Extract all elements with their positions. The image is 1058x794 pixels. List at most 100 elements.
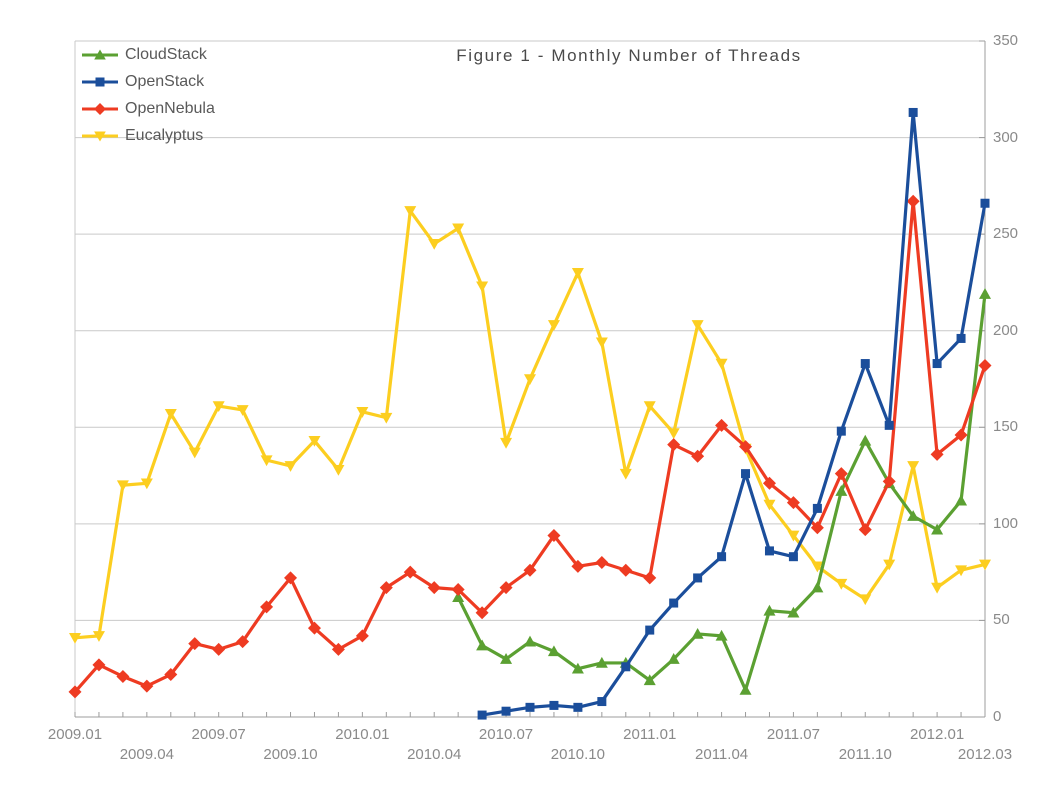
- marker-triangle-up: [452, 591, 465, 603]
- marker-diamond: [954, 428, 968, 442]
- legend-label: OpenStack: [125, 73, 205, 90]
- marker-diamond: [92, 658, 106, 672]
- marker-square: [669, 598, 679, 608]
- legend-label: CloudStack: [125, 46, 207, 63]
- marker-triangle-up: [787, 606, 800, 618]
- marker-square: [501, 706, 511, 716]
- x-axis-label: 2010.01: [335, 726, 390, 743]
- x-axis-label: 2011.07: [766, 726, 820, 743]
- marker-triangle-down: [571, 267, 584, 279]
- marker-triangle-up: [500, 653, 513, 664]
- marker-triangle-down: [811, 561, 824, 573]
- x-axis-label: 2012.01: [909, 726, 965, 743]
- marker-diamond: [379, 581, 393, 595]
- x-axis-label: 2011.10: [838, 746, 892, 763]
- marker-triangle-down: [500, 437, 513, 449]
- marker-square: [980, 198, 990, 208]
- marker-diamond: [140, 679, 154, 693]
- legend-item-opennebula: OpenNebula: [80, 100, 215, 118]
- marker-diamond: [260, 600, 274, 614]
- marker-diamond: [547, 528, 561, 542]
- legend-item-cloudstack: CloudStack: [80, 46, 207, 64]
- marker-square: [573, 702, 583, 712]
- marker-diamond: [762, 476, 776, 490]
- marker-diamond: [715, 418, 729, 432]
- marker-triangle-down: [859, 594, 872, 606]
- marker-triangle-down: [955, 565, 968, 577]
- marker-triangle-up: [835, 485, 848, 496]
- marker-diamond: [427, 581, 441, 595]
- marker-triangle-down: [619, 468, 632, 480]
- marker-triangle-up: [571, 662, 584, 674]
- marker-square: [693, 573, 703, 583]
- x-axis-label: 2009.04: [119, 746, 174, 763]
- marker-diamond: [68, 685, 82, 699]
- marker-square: [764, 546, 774, 556]
- marker-triangle-down: [92, 631, 105, 642]
- y-axis-label: 100: [993, 514, 1019, 532]
- marker-square: [908, 107, 918, 117]
- x-axis-label: 2010.10: [550, 746, 606, 763]
- marker-triangle-down: [787, 530, 800, 542]
- marker-diamond: [810, 521, 824, 535]
- marker-triangle-up: [955, 494, 968, 506]
- marker-triangle-up: [643, 674, 656, 686]
- marker-triangle-down: [524, 374, 536, 385]
- marker-triangle-up: [691, 627, 704, 639]
- marker-diamond: [403, 565, 417, 579]
- marker-triangle-down: [883, 559, 896, 571]
- y-axis-label: 0: [993, 708, 1002, 725]
- chart-title: Figure 1 - Monthly Number of Threads: [456, 46, 802, 65]
- marker-diamond: [355, 629, 369, 643]
- marker-triangle-down: [691, 320, 704, 331]
- marker-triangle-down: [116, 480, 129, 492]
- marker-diamond: [499, 581, 513, 595]
- marker-triangle-up: [931, 523, 944, 535]
- marker-triangle-down: [931, 582, 944, 594]
- marker-diamond: [188, 637, 202, 651]
- marker-triangle-up: [667, 653, 680, 664]
- marker-triangle-up: [811, 581, 824, 593]
- marker-triangle-down: [164, 408, 177, 420]
- x-axis-label: 2012.03: [957, 746, 1013, 763]
- marker-triangle-down: [212, 401, 225, 413]
- marker-triangle-up: [763, 604, 776, 616]
- marker-diamond: [882, 474, 896, 488]
- marker-diamond: [643, 571, 657, 585]
- marker-square: [741, 469, 751, 479]
- marker-diamond: [116, 669, 130, 683]
- marker-triangle-down: [907, 461, 920, 472]
- series-line-openstack: [480, 110, 987, 717]
- marker-diamond: [595, 555, 609, 569]
- marker-diamond: [691, 449, 705, 463]
- marker-diamond: [834, 467, 848, 481]
- legend-label: Eucalyptus: [125, 127, 204, 144]
- marker-triangle-down: [356, 407, 369, 418]
- marker-triangle-down: [428, 239, 441, 250]
- marker-diamond: [739, 440, 753, 454]
- y-axis-label: 200: [993, 321, 1019, 339]
- marker-triangle-down: [763, 499, 776, 511]
- marker-diamond: [236, 635, 250, 649]
- y-axis-label: 150: [993, 418, 1019, 436]
- x-axis-label: 2011.01: [623, 726, 677, 743]
- marker-diamond: [571, 559, 585, 573]
- marker-diamond: [475, 606, 489, 620]
- marker-square: [836, 426, 846, 436]
- legend-glyph-diamond: [82, 103, 118, 115]
- marker-triangle-down: [308, 436, 321, 447]
- marker-triangle-down: [835, 578, 848, 590]
- marker-square: [477, 710, 487, 720]
- marker-triangle-up: [547, 645, 560, 657]
- legend-item-openstack: OpenStack: [80, 73, 204, 91]
- marker-diamond: [212, 642, 226, 656]
- marker-triangle-down: [284, 461, 297, 472]
- marker-triangle-down: [643, 401, 656, 413]
- marker-diamond: [331, 642, 345, 656]
- series-line-opennebula: [73, 199, 987, 694]
- marker-triangle-up: [476, 639, 489, 651]
- y-axis-label: 50: [993, 611, 1010, 629]
- legend-glyph-triangle-up: [82, 49, 118, 60]
- marker-square: [645, 625, 655, 635]
